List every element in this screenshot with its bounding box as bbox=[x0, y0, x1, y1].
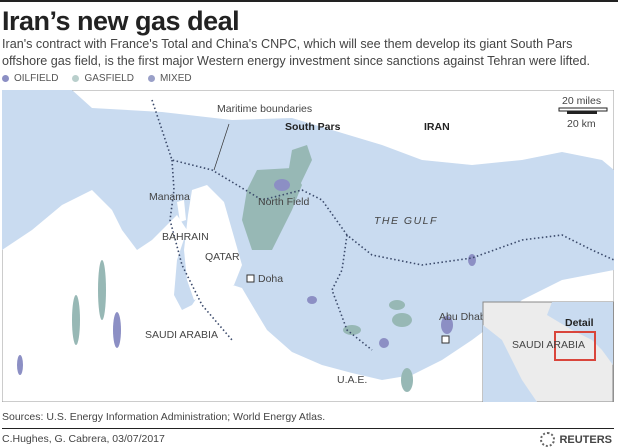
bahrain bbox=[177, 200, 186, 222]
legend: OILFIELD GASFIELD MIXED bbox=[2, 73, 192, 84]
field bbox=[389, 300, 405, 310]
legend-gasfield: GASFIELD bbox=[72, 73, 134, 84]
oilfield-swatch-icon bbox=[2, 75, 9, 82]
field bbox=[17, 355, 23, 375]
legend-label: MIXED bbox=[159, 73, 192, 84]
scale-km: 20 km bbox=[567, 118, 596, 130]
doha-label: Doha bbox=[258, 273, 283, 285]
map: Maritime boundaries South Pars North Fie… bbox=[2, 90, 614, 402]
bahrain-label: BAHRAIN bbox=[162, 231, 209, 243]
maritime-boundaries bbox=[151, 99, 614, 351]
qatar-peninsula bbox=[184, 185, 242, 300]
maritime-label: Maritime boundaries bbox=[217, 103, 312, 115]
legend-mixed: MIXED bbox=[147, 73, 192, 84]
inset-saudi-label: SAUDI ARABIA bbox=[512, 339, 585, 351]
legend-label: GASFIELD bbox=[84, 73, 134, 84]
maritime-leader-line bbox=[213, 123, 230, 171]
inset-gulf bbox=[547, 302, 613, 365]
top-rule bbox=[0, 0, 618, 2]
scale-bar-icon bbox=[558, 107, 608, 112]
red-sea bbox=[483, 325, 537, 402]
south-pars-label: South Pars bbox=[285, 121, 341, 133]
gulf-label: THE GULF bbox=[374, 215, 438, 227]
scale-bar-km-icon bbox=[567, 111, 597, 114]
field bbox=[392, 313, 412, 327]
gasfield-swatch-icon bbox=[72, 75, 80, 82]
doha-marker-icon bbox=[246, 274, 255, 283]
field bbox=[468, 254, 476, 266]
credit: C.Hughes, G. Cabrera, 03/07/2017 bbox=[2, 433, 165, 445]
page-title: Iran’s new gas deal bbox=[2, 6, 240, 36]
sources: Sources: U.S. Energy Information Adminis… bbox=[2, 411, 326, 423]
inset-detail-label: Detail bbox=[565, 317, 594, 329]
gulf-water bbox=[2, 90, 614, 380]
field bbox=[98, 260, 106, 320]
north-field-label: North Field bbox=[258, 196, 310, 208]
manama-label: Manama bbox=[149, 191, 190, 203]
field bbox=[113, 312, 121, 348]
legend-label: OILFIELD bbox=[14, 73, 59, 84]
field bbox=[379, 338, 389, 348]
field bbox=[401, 368, 413, 392]
detail-box bbox=[554, 331, 596, 361]
brand: REUTERS bbox=[559, 433, 612, 446]
field bbox=[274, 179, 290, 191]
abu-dhabi-marker-icon bbox=[441, 335, 450, 344]
footer-rule bbox=[2, 428, 614, 429]
mixed-swatch-icon bbox=[147, 75, 155, 82]
field bbox=[441, 316, 453, 334]
field bbox=[72, 295, 80, 345]
field bbox=[343, 325, 361, 335]
qatar-label: QATAR bbox=[205, 251, 240, 263]
field bbox=[307, 296, 317, 304]
subtitle: Iran's contract with France's Total and … bbox=[2, 37, 591, 68]
locator-inset: Detail SAUDI ARABIA bbox=[482, 301, 614, 402]
abu-dhabi-label: Abu Dhabi bbox=[439, 311, 488, 323]
uae-label: U.A.E. bbox=[337, 374, 367, 386]
scale-miles: 20 miles bbox=[562, 95, 601, 107]
iran-label: IRAN bbox=[424, 121, 450, 133]
oil-gas-fields bbox=[17, 145, 476, 392]
south-pars-gasfield bbox=[287, 145, 312, 185]
legend-oilfield: OILFIELD bbox=[2, 73, 58, 84]
saudi-label: SAUDI ARABIA bbox=[145, 329, 218, 341]
